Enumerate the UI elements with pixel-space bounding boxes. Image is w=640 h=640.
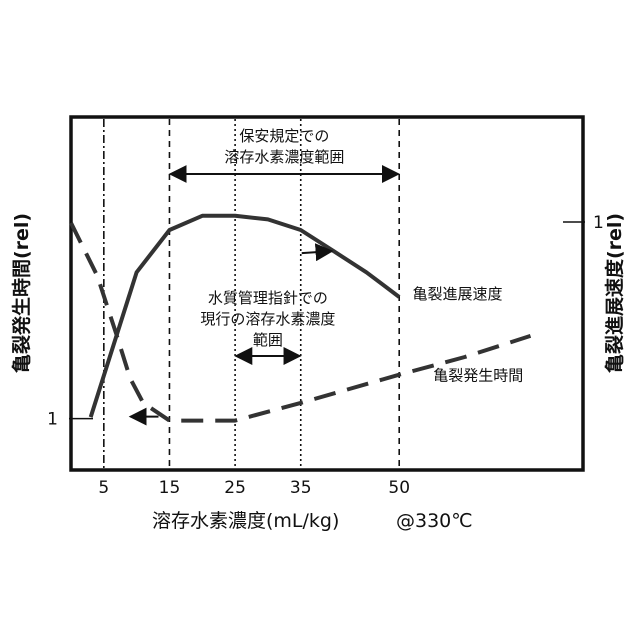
x-tick-label: 25 (224, 478, 246, 498)
x-tick-label: 15 (159, 478, 181, 498)
x-tick-label: 5 (98, 478, 109, 498)
y-tick-right-label: 1 (593, 213, 604, 233)
x-tick-label: 35 (290, 478, 312, 498)
y-tick-left-label: 1 (47, 410, 58, 430)
x-axis-title: 溶存水素濃度(mL/kg) (152, 510, 339, 532)
y-axis-right-title: 亀裂進展速度(rel) (603, 213, 626, 373)
annotation-water-quality-line: 水質管理指針での (208, 289, 328, 307)
x-axis-condition: @330℃ (396, 510, 473, 532)
annotation-safety-spec-line: 溶存水素濃度範囲 (224, 148, 344, 166)
annotation-safety-spec-line: 保安規定での (239, 127, 329, 145)
y-axis-left-title: 亀裂発生時間(rel) (10, 213, 33, 373)
x-tick-label: 50 (388, 478, 410, 498)
growth-rate-label: 亀裂進展速度 (412, 285, 502, 303)
growth-rate-arrow (302, 251, 332, 253)
initiation-time-label: 亀裂発生時間 (433, 367, 523, 385)
annotation-water-quality-line: 現行の溶存水素濃度 (200, 310, 335, 328)
annotation-water-quality-line: 範囲 (253, 331, 283, 349)
